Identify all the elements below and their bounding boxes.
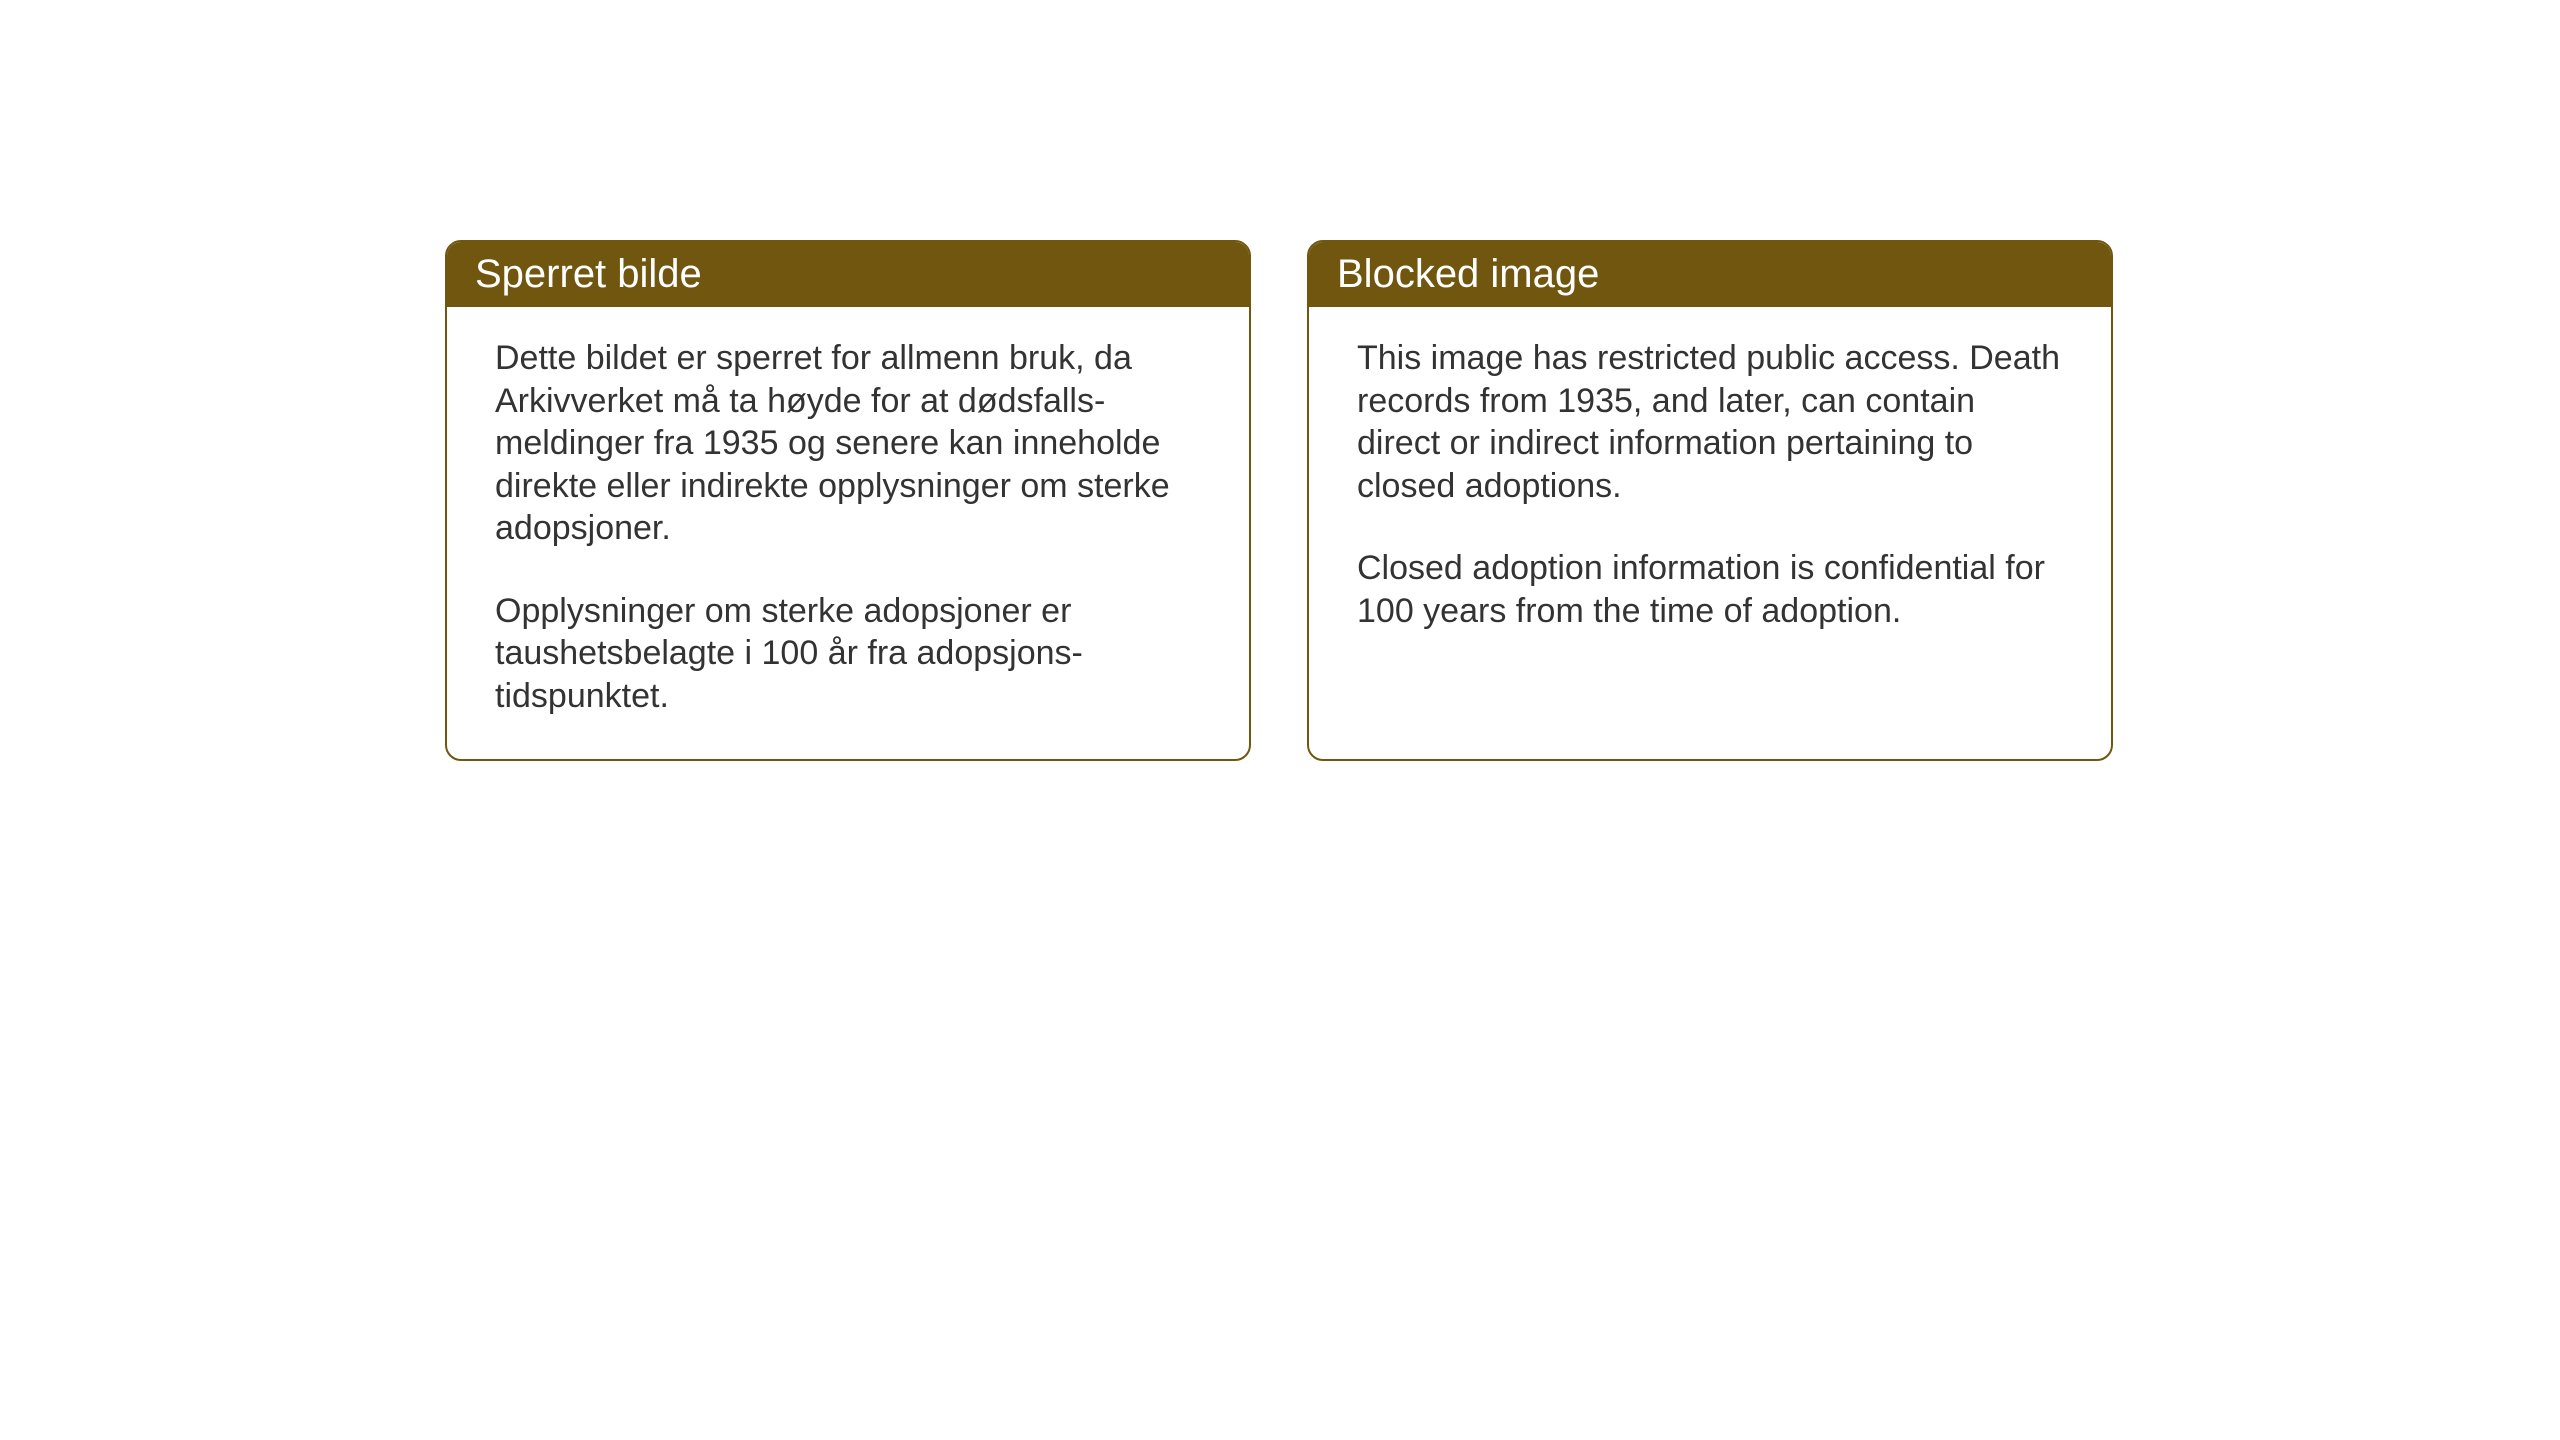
notice-body-english: This image has restricted public access.… (1309, 307, 2111, 747)
notice-box-norwegian: Sperret bilde Dette bildet er sperret fo… (445, 240, 1251, 761)
notice-paragraph-1-english: This image has restricted public access.… (1357, 337, 2063, 507)
notice-box-english: Blocked image This image has restricted … (1307, 240, 2113, 761)
notice-paragraph-1-norwegian: Dette bildet er sperret for allmenn bruk… (495, 337, 1201, 550)
notice-title-english: Blocked image (1337, 252, 1599, 296)
notice-container: Sperret bilde Dette bildet er sperret fo… (445, 240, 2113, 761)
notice-header-english: Blocked image (1309, 242, 2111, 307)
notice-title-norwegian: Sperret bilde (475, 252, 702, 296)
notice-body-norwegian: Dette bildet er sperret for allmenn bruk… (447, 307, 1249, 759)
notice-header-norwegian: Sperret bilde (447, 242, 1249, 307)
notice-paragraph-2-english: Closed adoption information is confident… (1357, 547, 2063, 632)
notice-paragraph-2-norwegian: Opplysninger om sterke adopsjoner er tau… (495, 590, 1201, 718)
